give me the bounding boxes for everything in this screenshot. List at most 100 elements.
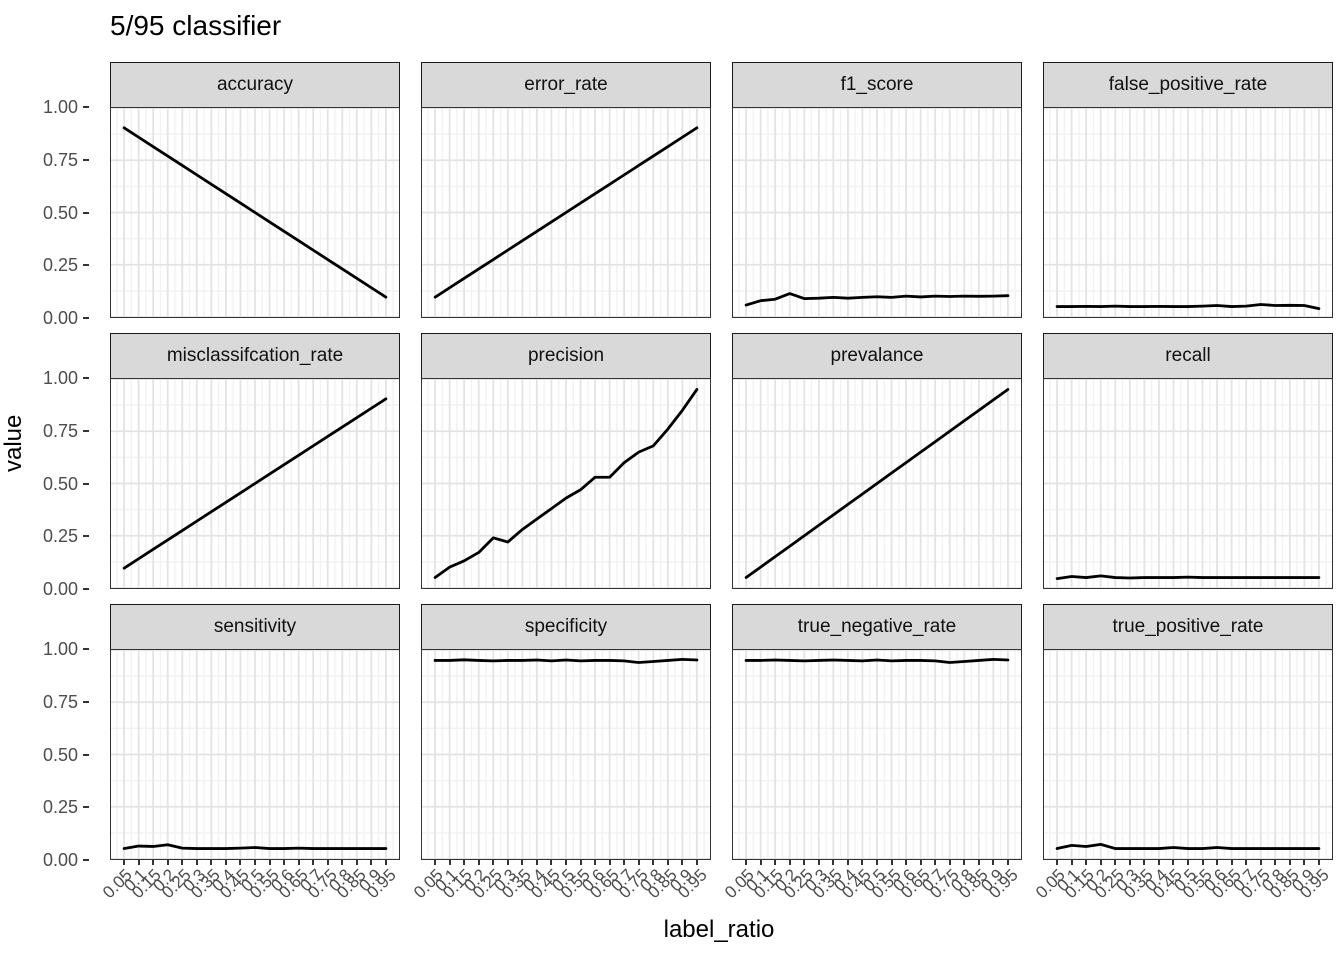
x-tick-mark (1006, 859, 1009, 865)
x-tick-mark (550, 859, 553, 865)
facet-strip: true_positive_rate (1043, 604, 1333, 649)
x-tick-mark (434, 859, 437, 865)
facet-panel-prevalance (732, 378, 1022, 589)
x-tick-mark (623, 859, 626, 865)
x-tick-mark (448, 859, 451, 865)
x-tick-mark (283, 859, 286, 865)
data-line-error_rate (435, 128, 697, 297)
y-tick-label: 0.25 (0, 527, 89, 545)
y-tick-mark (83, 648, 89, 650)
y-tick-text: 0.75 (42, 420, 78, 441)
x-tick-mark (876, 859, 878, 865)
x-tick-mark (803, 859, 806, 865)
x-tick-mark (1303, 859, 1306, 865)
x-tick-mark (934, 859, 937, 865)
x-tick-mark (1274, 859, 1277, 865)
facet-panel-false_positive_rate (1043, 107, 1333, 318)
facet-panel-accuracy (110, 107, 400, 318)
facet-strip-label: specificity (524, 616, 608, 637)
x-tick-mark (1187, 859, 1189, 865)
y-tick-text: 0.25 (42, 797, 78, 818)
chart-title: 5/95 classifier (110, 10, 282, 41)
y-tick-mark (83, 264, 89, 267)
y-tick-text: 0.75 (42, 691, 78, 712)
data-line-true_negative_rate (746, 659, 1008, 662)
y-tick-label: 0.50 (0, 746, 89, 764)
x-tick-mark (788, 859, 791, 865)
y-tick-label: 0.75 (0, 151, 89, 169)
facet-panel-true_positive_rate (1043, 649, 1333, 865)
data-line-f1_score (746, 294, 1008, 305)
y-tick-text: 0.50 (42, 202, 78, 223)
x-tick-mark (521, 859, 524, 865)
y-tick-mark (83, 429, 89, 432)
y-tick-label: 1.00 (0, 640, 89, 658)
x-tick-mark (681, 859, 684, 865)
x-axis-title: label_ratio (663, 916, 775, 943)
facet-strip: prevalance (732, 333, 1022, 378)
x-tick-mark (210, 859, 213, 865)
x-tick-mark (384, 859, 387, 865)
x-tick-mark (477, 859, 480, 865)
facet-strip: precision (421, 333, 711, 378)
x-tick-mark (565, 859, 567, 865)
y-tick-label: 1.00 (0, 98, 89, 116)
x-tick-mark (890, 859, 893, 865)
x-tick-mark (1143, 859, 1146, 865)
y-tick-mark (83, 211, 89, 214)
x-tick-mark (535, 859, 538, 865)
facet-strip: sensitivity (110, 604, 400, 649)
x-tick-mark (195, 859, 198, 865)
facet-row: 1.00 0.75 0.50 0.25 0.00 accuracy error_rate f1… (0, 62, 1344, 327)
data-line-recall (1057, 576, 1319, 579)
facet-panel-specificity (421, 649, 711, 865)
y-tick-label: 0.50 (0, 475, 89, 493)
x-tick-mark (463, 859, 466, 865)
facet-strip-label: error_rate (524, 74, 608, 95)
facet-panel-f1_score (732, 107, 1022, 318)
x-tick-mark (695, 859, 698, 865)
facet-strip-label: misclassifcation_rate (166, 345, 344, 366)
y-tick-text: 1.00 (42, 639, 78, 659)
facet-panel-error_rate (421, 107, 711, 318)
facet-strip: specificity (421, 604, 711, 649)
data-line-false_positive_rate (1057, 304, 1319, 308)
y-tick-mark (83, 482, 89, 485)
y-tick-label: 0.75 (0, 693, 89, 711)
x-tick-mark (1201, 859, 1204, 865)
facet-strip-label: false_positive_rate (1108, 74, 1268, 95)
x-tick-mark (370, 859, 373, 865)
y-tick-label: 0.00 (0, 851, 89, 869)
facet-strip: accuracy (110, 62, 400, 107)
y-tick-label: 0.25 (0, 256, 89, 274)
facet-strip: false_positive_rate (1043, 62, 1333, 107)
y-tick-text: 0.25 (42, 255, 78, 276)
x-tick-mark (152, 859, 155, 865)
facet-panel-misclassifcation_rate (110, 378, 400, 589)
y-tick-text: 0.25 (42, 526, 78, 547)
facet-panel-sensitivity (110, 649, 400, 865)
y-tick-text: 1.00 (42, 368, 78, 388)
x-tick-mark (948, 859, 951, 865)
x-tick-mark (861, 859, 864, 865)
x-tick-mark (326, 859, 329, 865)
x-tick-mark (1114, 859, 1117, 865)
x-tick-mark (846, 859, 849, 865)
x-tick-mark (268, 859, 271, 865)
x-tick-mark (759, 859, 762, 865)
y-axis-tick-labels: 1.00 0.75 0.50 0.25 0.00 (0, 98, 89, 327)
y-tick-text: 0.00 (42, 308, 78, 328)
x-tick-mark (637, 859, 640, 865)
facet-strip-label: prevalance (830, 345, 924, 366)
facet-panel-precision (421, 378, 711, 589)
facet-panel-recall (1043, 378, 1333, 589)
facet-strip: true_negative_rate (732, 604, 1022, 649)
y-axis-tick-labels: 1.00 0.75 0.50 0.25 0.00 (0, 640, 89, 869)
y-tick-mark (83, 700, 89, 703)
x-tick-mark (1099, 859, 1102, 865)
x-tick-mark (1317, 859, 1320, 865)
x-tick-mark (312, 859, 315, 865)
y-axis-tick-labels: 1.00 0.75 0.50 0.25 0.00 (0, 369, 89, 598)
x-tick-mark (992, 859, 995, 865)
y-tick-mark (83, 588, 89, 590)
